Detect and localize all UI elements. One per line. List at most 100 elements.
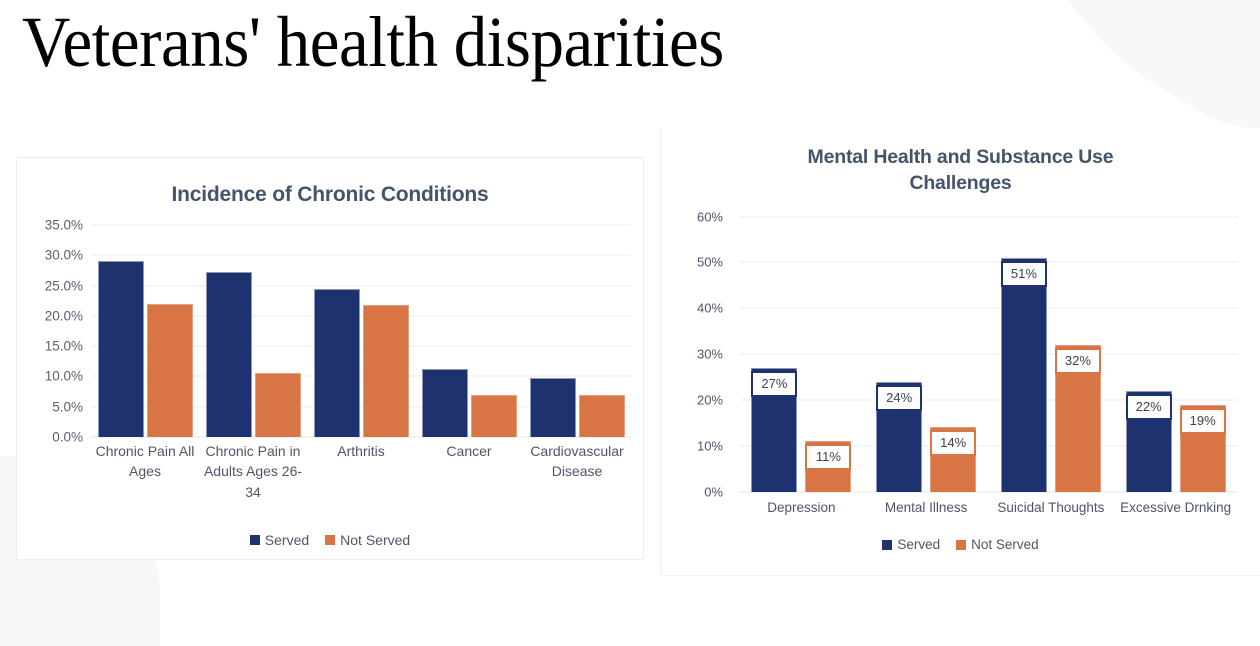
legend-label-not-served: Not Served [971, 537, 1039, 553]
y-axis-tick-label: 20.0% [44, 308, 83, 324]
bar-served [529, 378, 576, 437]
y-axis-tick-label: 0.0% [52, 429, 83, 445]
bar-not-served [254, 373, 301, 437]
bar-data-label: 22% [1125, 393, 1172, 420]
legend-mental-health: Served Not Served [661, 537, 1260, 552]
gridline [91, 375, 631, 377]
bar-group: 51% 32% [989, 217, 1114, 492]
y-axis-tick-label: 35.0% [44, 217, 83, 233]
bar-data-label: 11% [805, 444, 852, 471]
bar-not-served [578, 394, 625, 437]
gridline [91, 224, 631, 226]
x-axis-category-label: Mental Illness [884, 499, 968, 515]
y-axis-tick-label: 10.0% [44, 368, 83, 384]
gridlines-mental-health [739, 216, 1238, 493]
bar-not-served [470, 394, 517, 437]
x-axis-category-label: Cardiovascular Disease [530, 443, 624, 480]
gridline [739, 307, 1238, 309]
y-axis-tick-label: 40% [696, 300, 723, 316]
gridlines-chronic-conditions [91, 224, 631, 438]
legend-swatch-served-icon [249, 534, 260, 545]
x-axis-category-label: Arthritis [337, 443, 385, 459]
gridline [91, 406, 631, 408]
bar-not-served: 14% [930, 427, 977, 492]
bar-groups-chronic-conditions [91, 225, 631, 437]
legend-item-served: Served [882, 537, 940, 552]
y-axis-tick-label: 25.0% [44, 278, 83, 294]
y-axis-tick-label: 60% [696, 209, 723, 225]
chart-title-chronic-conditions: Incidence of Chronic Conditions [171, 183, 489, 206]
legend-item-served: Served [249, 531, 310, 548]
bar-data-label: 27% [751, 370, 798, 397]
bar-not-served: 11% [805, 441, 852, 492]
gridline [739, 353, 1238, 355]
y-axis-tick-label: 0% [704, 484, 723, 500]
gridline [91, 345, 631, 347]
bar-data-label: 32% [1054, 347, 1101, 374]
legend-item-not-served: Not Served [956, 537, 1039, 552]
plot-area-mental-health: 60% 50% 40% 30% 20% 10% 0% 27% 11% 24% 14% 51% 32% 2… [671, 209, 1244, 499]
gridline [91, 285, 631, 287]
y-axis-mental-health: 60% 50% 40% 30% 20% 10% 0% [671, 209, 733, 499]
gridline [91, 315, 631, 317]
bar-group: 27% 11% [739, 217, 864, 492]
gridline [739, 445, 1238, 447]
y-axis-chronic-conditions: 35.0% 30.0% 25.0% 20.0% 15.0% 10.0% 5.0% 0.0% [29, 218, 91, 445]
x-axis-mental-health: Depression Mental Illness Suicidal Thought… [739, 498, 1238, 518]
y-axis-tick-label: 5.0% [52, 399, 83, 415]
chart-title-mental-health: Mental Health and Substance Use Challeng… [807, 146, 1114, 195]
bar-group [199, 225, 307, 437]
legend-swatch-not-served-icon [325, 534, 336, 545]
bar-data-label: 24% [876, 384, 923, 411]
x-axis-category-label: Chronic Pain All Ages [95, 443, 195, 480]
bar-data-label: 14% [930, 430, 977, 457]
bar-not-served [362, 304, 409, 437]
decorative-shape-bottom-left-bar [0, 456, 16, 576]
legend-swatch-served-icon [882, 539, 893, 550]
plot-area-chronic-conditions: 35.0% 30.0% 25.0% 20.0% 15.0% 10.0% 5.0% 0.0% [29, 218, 631, 445]
legend-label-served: Served [897, 537, 941, 553]
legend-item-not-served: Not Served [325, 532, 410, 548]
y-axis-tick-label: 15.0% [44, 338, 83, 354]
bar-served: 24% [876, 381, 923, 492]
x-axis-category-label: Excessive Drnking [1120, 499, 1232, 515]
bar-group: 22% 19% [1113, 217, 1238, 492]
chart-card-chronic-conditions: Incidence of Chronic Conditions 35.0% 30.… [16, 157, 644, 560]
bar-groups-mental-health: 27% 11% 24% 14% 51% 32% 22% 19% [739, 217, 1238, 492]
bar-served [97, 261, 144, 437]
y-axis-tick-label: 30% [696, 346, 723, 362]
x-axis-category-label: Suicidal Thoughts [997, 499, 1105, 515]
gridline [739, 216, 1238, 218]
gridline [739, 491, 1238, 493]
bar-data-label: 51% [1000, 260, 1047, 287]
legend-label-served: Served [264, 531, 310, 548]
bar-not-served: 19% [1179, 404, 1226, 492]
bar-group [415, 225, 523, 437]
bar-served: 22% [1125, 390, 1172, 492]
bar-group [307, 225, 415, 437]
chart-card-mental-health: Mental Health and Substance Use Challeng… [660, 128, 1260, 576]
bar-group [523, 225, 631, 437]
y-axis-tick-label: 20% [696, 392, 723, 408]
bar-data-label: 19% [1179, 407, 1226, 434]
legend-chronic-conditions: Served Not Served [17, 532, 643, 548]
x-axis-category-label: Chronic Pain in Adults Ages 26-34 [203, 443, 303, 500]
gridline [91, 254, 631, 256]
x-axis-category-label: Cancer [446, 443, 492, 459]
y-axis-tick-label: 10% [696, 438, 723, 454]
bar-served [205, 271, 252, 437]
bar-served: 51% [1000, 257, 1047, 492]
decorative-shape-top-right-secondary [1140, 0, 1260, 128]
legend-label-not-served: Not Served [340, 531, 411, 548]
legend-swatch-not-served-icon [956, 539, 967, 550]
bar-not-served: 32% [1054, 344, 1101, 492]
bar-served: 27% [751, 367, 798, 492]
gridline [91, 436, 631, 438]
y-axis-tick-label: 30.0% [44, 247, 83, 263]
bar-not-served [146, 303, 193, 437]
bar-group: 24% 14% [864, 217, 989, 492]
y-axis-tick-label: 50% [696, 254, 723, 270]
bar-served [313, 288, 360, 437]
bar-served [421, 368, 468, 437]
page-title: Veterans' health disparities [22, 2, 724, 82]
